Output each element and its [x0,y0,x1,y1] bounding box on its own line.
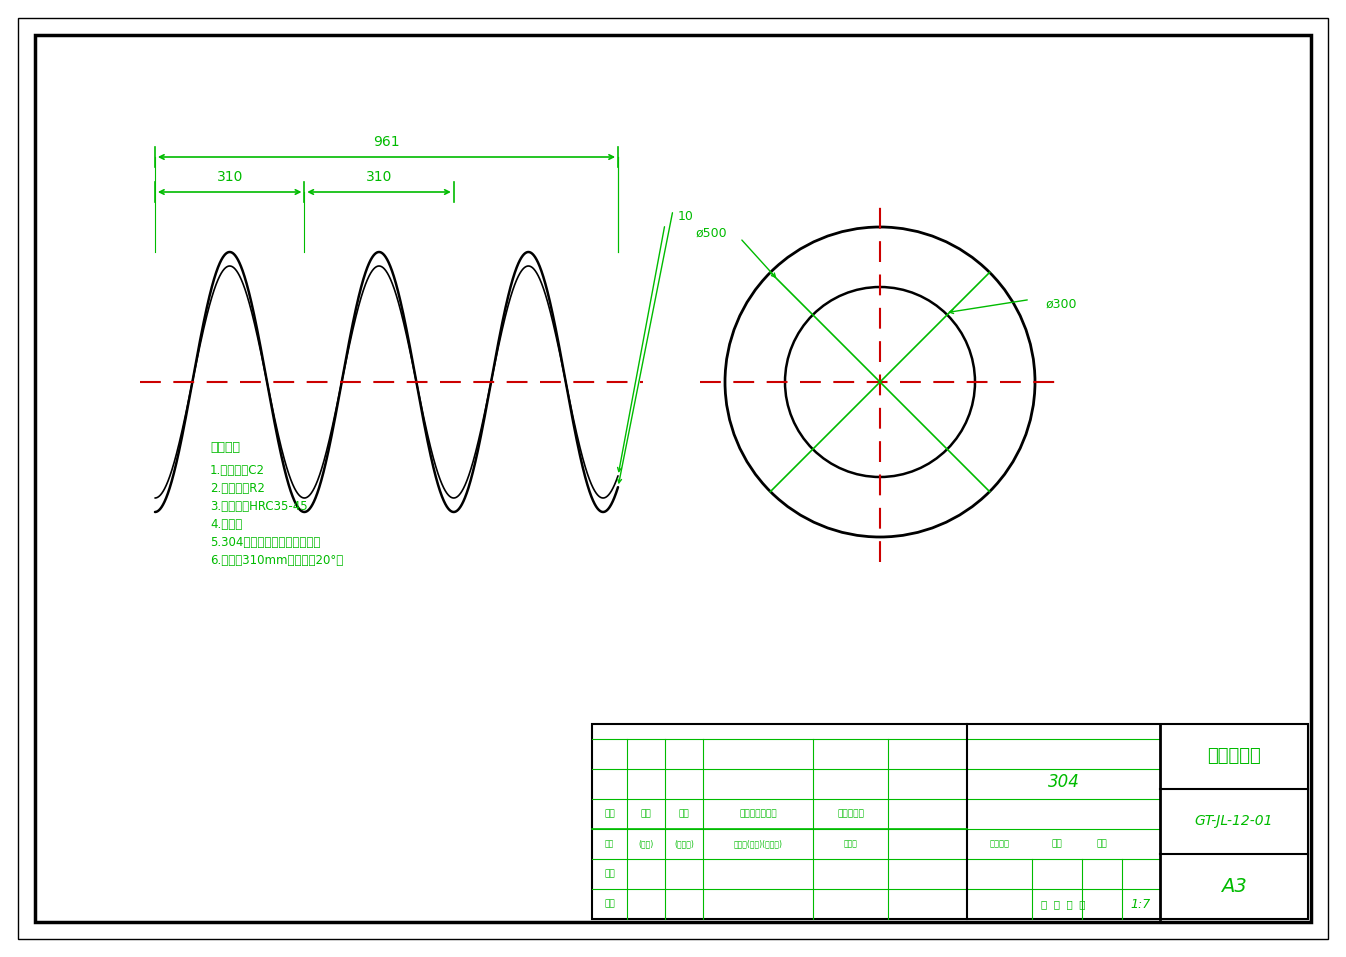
Text: ø500: ø500 [695,227,727,239]
Text: 2.未注圆角R2: 2.未注圆角R2 [210,482,265,495]
Text: 共  张  第  张: 共 张 第 张 [1042,899,1086,909]
Text: A3: A3 [1221,877,1246,896]
Text: 工艺: 工艺 [604,900,615,908]
Text: 310: 310 [217,170,242,184]
Text: 技术要求: 技术要求 [210,441,240,454]
Text: 年月日: 年月日 [844,839,857,849]
Text: 1:7: 1:7 [1131,898,1151,910]
Text: 1.未注倒角C2: 1.未注倒角C2 [210,464,265,477]
Text: 6.螺距为310mm，螺旋角20°。: 6.螺距为310mm，螺旋角20°。 [210,554,343,567]
Text: (年月日): (年月日) [674,839,695,849]
Text: 审核: 审核 [604,870,615,879]
Text: 标记: 标记 [604,810,615,818]
Text: 标准化(签名)(年月日): 标准化(签名)(年月日) [734,839,782,849]
Text: 分区: 分区 [678,810,689,818]
Bar [592,724,1308,919]
Text: ø300: ø300 [1044,298,1077,311]
Text: 5.304不锈钉连续冲札制作而成: 5.304不锈钉连续冲札制作而成 [210,536,320,549]
Text: 处数: 处数 [641,810,651,818]
Text: GT-JL-12-01: GT-JL-12-01 [1195,814,1273,829]
Text: 设计: 设计 [604,839,614,849]
Text: (签名): (签名) [638,839,654,849]
Text: 比例: 比例 [1097,839,1108,849]
Text: 10: 10 [678,211,695,224]
Text: 3.渗碗淣火HRC35-45: 3.渗碗淣火HRC35-45 [210,500,308,513]
Text: 更改文件号签名: 更改文件号签名 [739,810,777,818]
Text: 左螺旋叶片: 左螺旋叶片 [1207,747,1261,766]
Text: 重量: 重量 [1051,839,1062,849]
Text: 310: 310 [366,170,392,184]
Text: 年、月、日: 年、月、日 [837,810,864,818]
Text: 304: 304 [1047,772,1079,790]
Text: 961: 961 [373,135,400,149]
Text: 阶段标记: 阶段标记 [989,839,1010,849]
Text: 4.去櫾刺: 4.去櫾刺 [210,518,242,531]
